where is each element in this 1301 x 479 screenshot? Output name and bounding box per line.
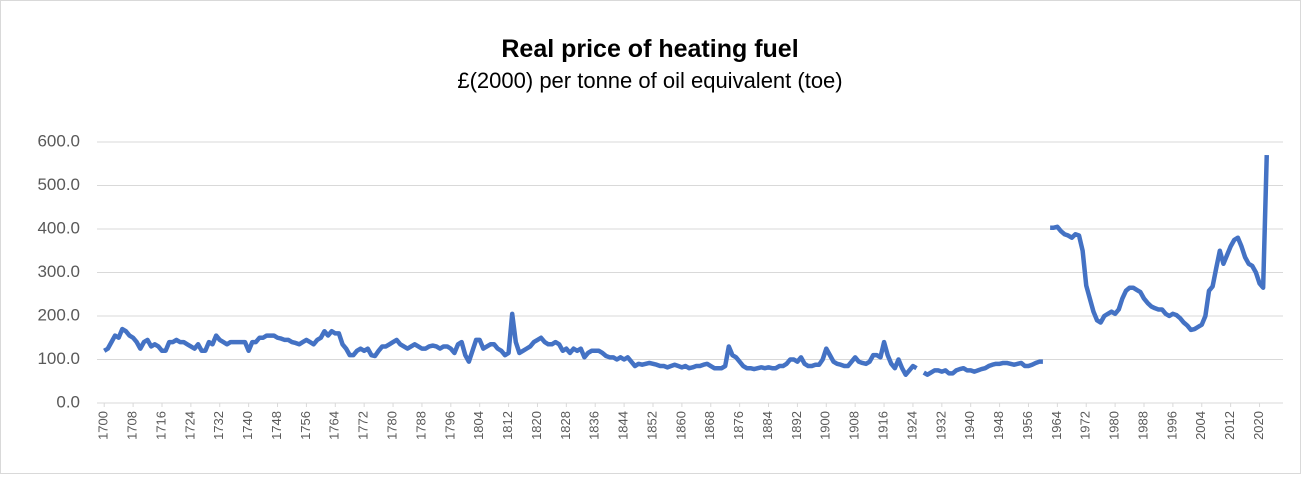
x-tick-label: 1940 <box>962 411 977 440</box>
data-line <box>103 154 1269 377</box>
x-tick-label: 1812 <box>500 411 515 440</box>
x-tick-label: 1948 <box>991 411 1006 440</box>
x-tick-label: 1996 <box>1164 411 1179 440</box>
y-tick-label: 500.0 <box>37 175 80 194</box>
x-tick-label: 1876 <box>731 411 746 440</box>
y-tick-label: 300.0 <box>37 262 80 281</box>
x-tick-label: 1780 <box>384 411 399 440</box>
x-tick-label: 1748 <box>269 411 284 440</box>
x-tick-label: 1844 <box>616 411 631 440</box>
x-tick-label: 1708 <box>125 411 140 440</box>
x-tick-label: 2020 <box>1251 411 1266 440</box>
x-tick-label: 1820 <box>529 411 544 440</box>
x-tick-label: 1788 <box>413 411 428 440</box>
x-tick-label: 1852 <box>644 411 659 440</box>
x-tick-label: 1884 <box>760 411 775 440</box>
x-tick-label: 1836 <box>587 411 602 440</box>
x-tick-label: 1868 <box>702 411 717 440</box>
x-tick-label: 1740 <box>240 411 255 440</box>
x-tick-label: 1964 <box>1049 411 1064 440</box>
x-tick-label: 1772 <box>356 411 371 440</box>
x-tick-label: 1988 <box>1135 411 1150 440</box>
x-tick-label: 1860 <box>673 411 688 440</box>
x-tick-label: 1908 <box>847 411 862 440</box>
chart-subtitle: £(2000) per tonne of oil equivalent (toe… <box>457 68 842 93</box>
y-tick-label: 400.0 <box>37 218 80 237</box>
y-tick-label: 0.0 <box>56 392 80 411</box>
x-tick-label: 1756 <box>298 411 313 440</box>
x-tick-label: 1900 <box>818 411 833 440</box>
y-tick-label: 600.0 <box>37 131 80 150</box>
x-tick-label: 2012 <box>1222 411 1237 440</box>
x-tick-label: 1924 <box>904 411 919 440</box>
x-tick-label: 2004 <box>1193 411 1208 440</box>
x-tick-label: 1700 <box>96 411 111 440</box>
y-tick-label: 200.0 <box>37 305 80 324</box>
x-tick-label: 1804 <box>471 411 486 440</box>
x-tick-label: 1972 <box>1078 411 1093 440</box>
chart-title: Real price of heating fuel <box>501 35 798 63</box>
x-tick-label: 1716 <box>153 411 168 440</box>
x-tick-label: 1916 <box>875 411 890 440</box>
x-tick-label: 1828 <box>558 411 573 440</box>
x-tick-label: 1956 <box>1020 411 1035 440</box>
x-tick-label: 1764 <box>327 411 342 440</box>
x-tick-label: 1892 <box>789 411 804 440</box>
x-tick-label: 1932 <box>933 411 948 440</box>
y-tick-label: 100.0 <box>37 349 80 368</box>
x-tick-label: 1980 <box>1107 411 1122 440</box>
x-tick-label: 1796 <box>442 411 457 440</box>
x-tick-label: 1732 <box>211 411 226 440</box>
x-tick-label: 1724 <box>182 411 197 440</box>
